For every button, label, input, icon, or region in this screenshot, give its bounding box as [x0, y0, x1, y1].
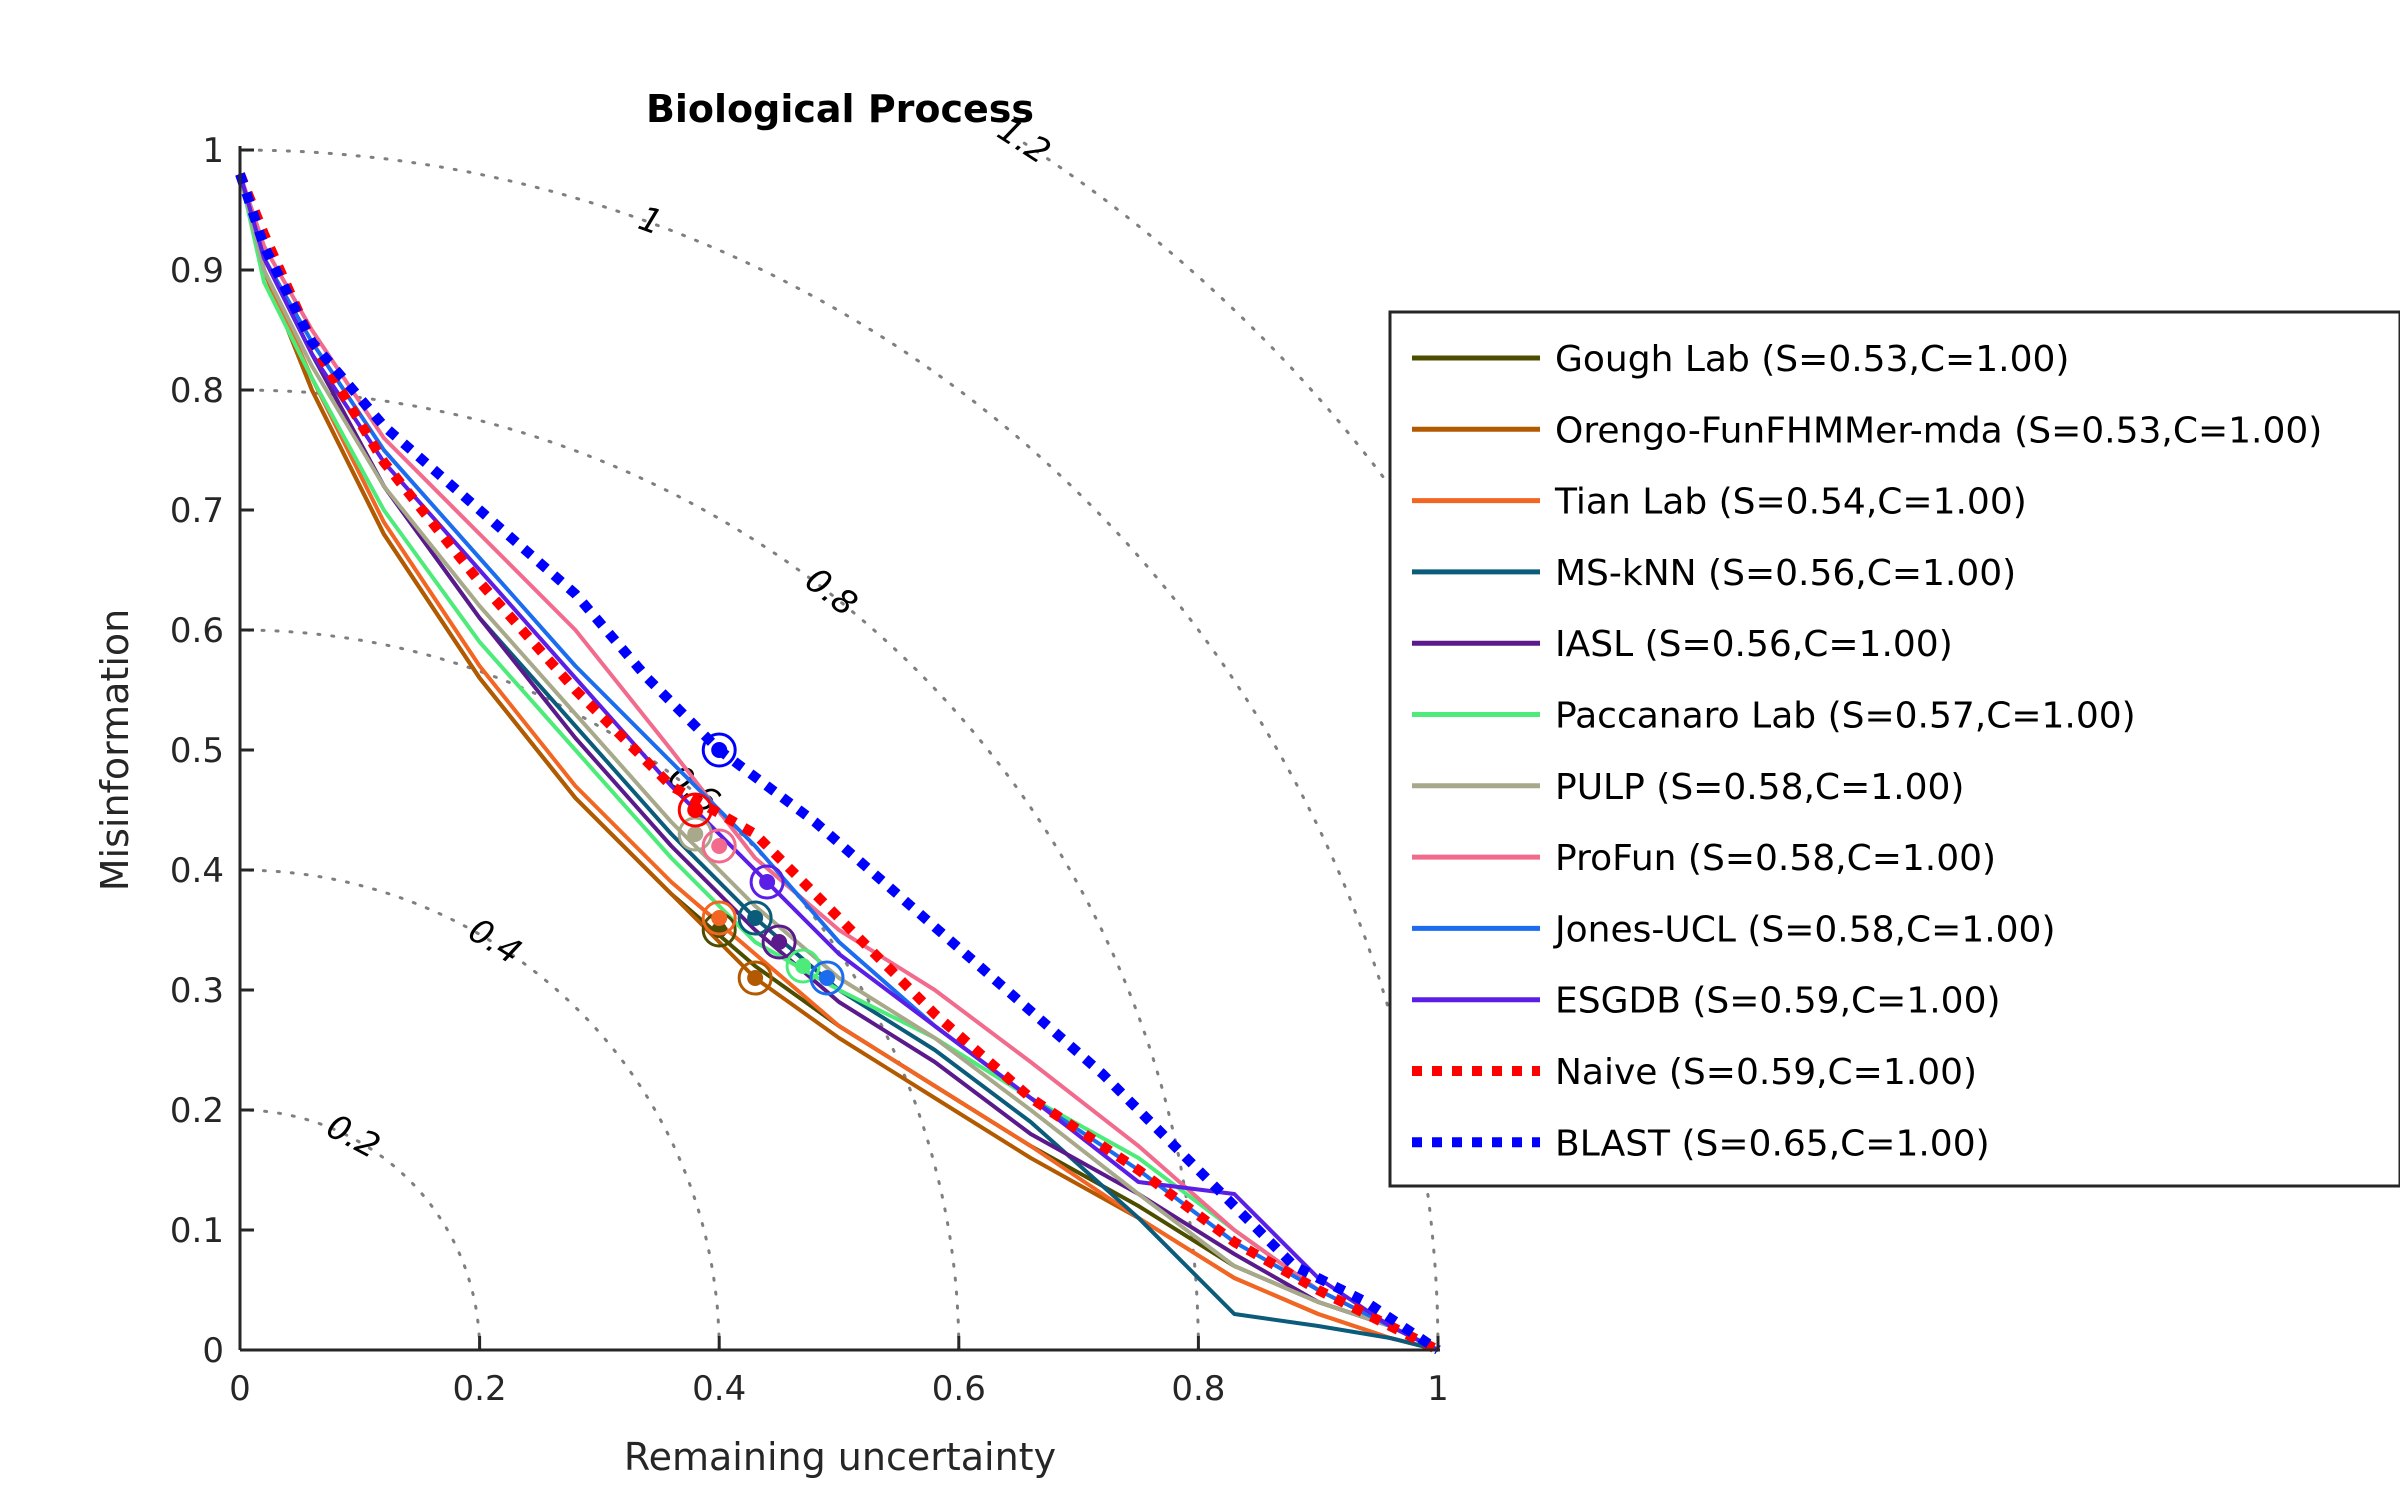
axes-layer: 0 0.2 0.4 0.6 0.8 1 0 0.1 0.2 0.3 0.4 0.5 0.6 0.7 0.8 0… — [170, 131, 1449, 1409]
series-line — [238, 173, 1439, 1352]
series-marker-dot — [711, 838, 728, 854]
x-tick-label: 0.8 — [1171, 1369, 1225, 1409]
series-line — [238, 173, 1439, 1352]
series-marker-dot — [747, 910, 764, 926]
legend-label: ESGDB (S=0.59,C=1.00) — [1555, 981, 2001, 1022]
y-tick-label: 0.4 — [170, 851, 224, 891]
series-marker-ring — [749, 864, 785, 900]
marker-layer — [677, 732, 845, 996]
y-tick-label: 1 — [202, 131, 224, 171]
x-axis-label: Remaining uncertainty — [624, 1435, 1056, 1479]
series-layer — [235, 172, 1441, 1355]
series-line — [235, 172, 1441, 1355]
series-marker-ring — [701, 900, 737, 936]
series-line — [238, 173, 1439, 1352]
legend-label: Gough Lab (S=0.53,C=1.00) — [1555, 339, 2069, 380]
legend-label: ProFun (S=0.58,C=1.00) — [1555, 838, 1996, 879]
legend-box — [1388, 310, 2400, 1188]
y-tick-label: 0.8 — [170, 371, 224, 411]
legend-label: Naive (S=0.59,C=1.00) — [1555, 1052, 1977, 1093]
series-marker-ring — [737, 900, 773, 936]
legend-label: Orengo-FunFHMMer-mda (S=0.53,C=1.00) — [1555, 410, 2322, 451]
series-marker-dot — [795, 958, 812, 974]
contour-arc — [238, 628, 961, 1352]
series-marker-ring — [761, 924, 797, 960]
series-marker-dot — [687, 802, 704, 818]
legend-label: Tian Lab (S=0.54,C=1.00) — [1554, 482, 2027, 523]
contour-label: 0.8 — [797, 560, 864, 625]
series-line — [238, 173, 1439, 1352]
x-tick-label: 0.2 — [453, 1369, 507, 1409]
series-line — [238, 173, 1439, 1352]
series-line — [238, 173, 1439, 1352]
chart-title: Biological Process — [646, 87, 1034, 131]
series-marker-dot — [711, 742, 728, 758]
series-marker-dot — [819, 970, 836, 986]
y-tick-label: 0.9 — [170, 251, 224, 291]
series-marker-ring — [701, 732, 737, 768]
x-tick-label: 0 — [229, 1369, 251, 1409]
legend-label: IASL (S=0.56,C=1.00) — [1555, 624, 1953, 665]
series-marker-dot — [747, 970, 764, 986]
series-line — [238, 173, 1439, 1352]
y-tick-label: 0.5 — [170, 731, 224, 771]
series-marker-dot — [759, 874, 776, 890]
contour-label: 0.2 — [320, 1106, 387, 1167]
series-line — [235, 172, 1441, 1355]
y-axis-label: Misinformation — [93, 609, 137, 891]
contour-arc — [238, 868, 721, 1352]
series-marker-dot — [771, 934, 788, 950]
contour-arc — [1021, 140, 1434, 547]
series-line — [238, 173, 1439, 1352]
contour-arc — [238, 148, 1440, 1352]
legend-label: Paccanaro Lab (S=0.57,C=1.00) — [1555, 696, 2136, 737]
contour-arc — [238, 388, 1200, 1352]
y-tick-label: 0.6 — [170, 611, 224, 651]
y-tick-label: 0.7 — [170, 491, 224, 531]
series-marker-ring — [737, 960, 773, 996]
legend-label: PULP (S=0.58,C=1.00) — [1555, 767, 1964, 808]
x-tick-label: 0.4 — [692, 1369, 746, 1409]
legend-label: MS-kNN (S=0.56,C=1.00) — [1555, 553, 2016, 594]
y-tick-label: 0.1 — [170, 1211, 224, 1251]
legend: Gough Lab (S=0.53,C=1.00) Orengo-FunFHMMe… — [1388, 310, 2400, 1188]
contour-label: 1 — [633, 198, 667, 243]
series-marker-ring — [701, 828, 737, 864]
series-marker-ring — [677, 792, 713, 828]
y-tick-label: 0.2 — [170, 1091, 224, 1131]
legend-label: Jones-UCL (S=0.58,C=1.00) — [1553, 909, 2056, 950]
y-tick-label: 0.3 — [170, 971, 224, 1011]
contour-label: 0.4 — [461, 910, 528, 973]
contour-layer: 0.20.40.60.811.2 — [238, 110, 1440, 1352]
series-marker-dot — [711, 910, 728, 926]
y-tick-label: 0 — [202, 1331, 224, 1371]
series-marker-ring — [785, 948, 821, 984]
series-marker-ring — [809, 960, 845, 996]
series-line — [238, 173, 1439, 1352]
x-tick-label: 1 — [1427, 1369, 1449, 1409]
legend-label: BLAST (S=0.65,C=1.00) — [1555, 1123, 1990, 1164]
x-tick-label: 0.6 — [932, 1369, 986, 1409]
series-line — [238, 173, 1439, 1352]
series-marker-dot — [687, 826, 704, 842]
